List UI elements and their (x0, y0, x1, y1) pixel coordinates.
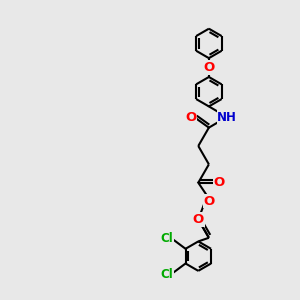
Text: Cl: Cl (161, 268, 174, 281)
Text: NH: NH (217, 110, 237, 124)
Text: O: O (185, 110, 196, 124)
Text: O: O (203, 61, 214, 74)
Text: O: O (203, 195, 214, 208)
Text: O: O (214, 176, 225, 189)
Text: O: O (193, 213, 204, 226)
Text: Cl: Cl (161, 232, 174, 245)
